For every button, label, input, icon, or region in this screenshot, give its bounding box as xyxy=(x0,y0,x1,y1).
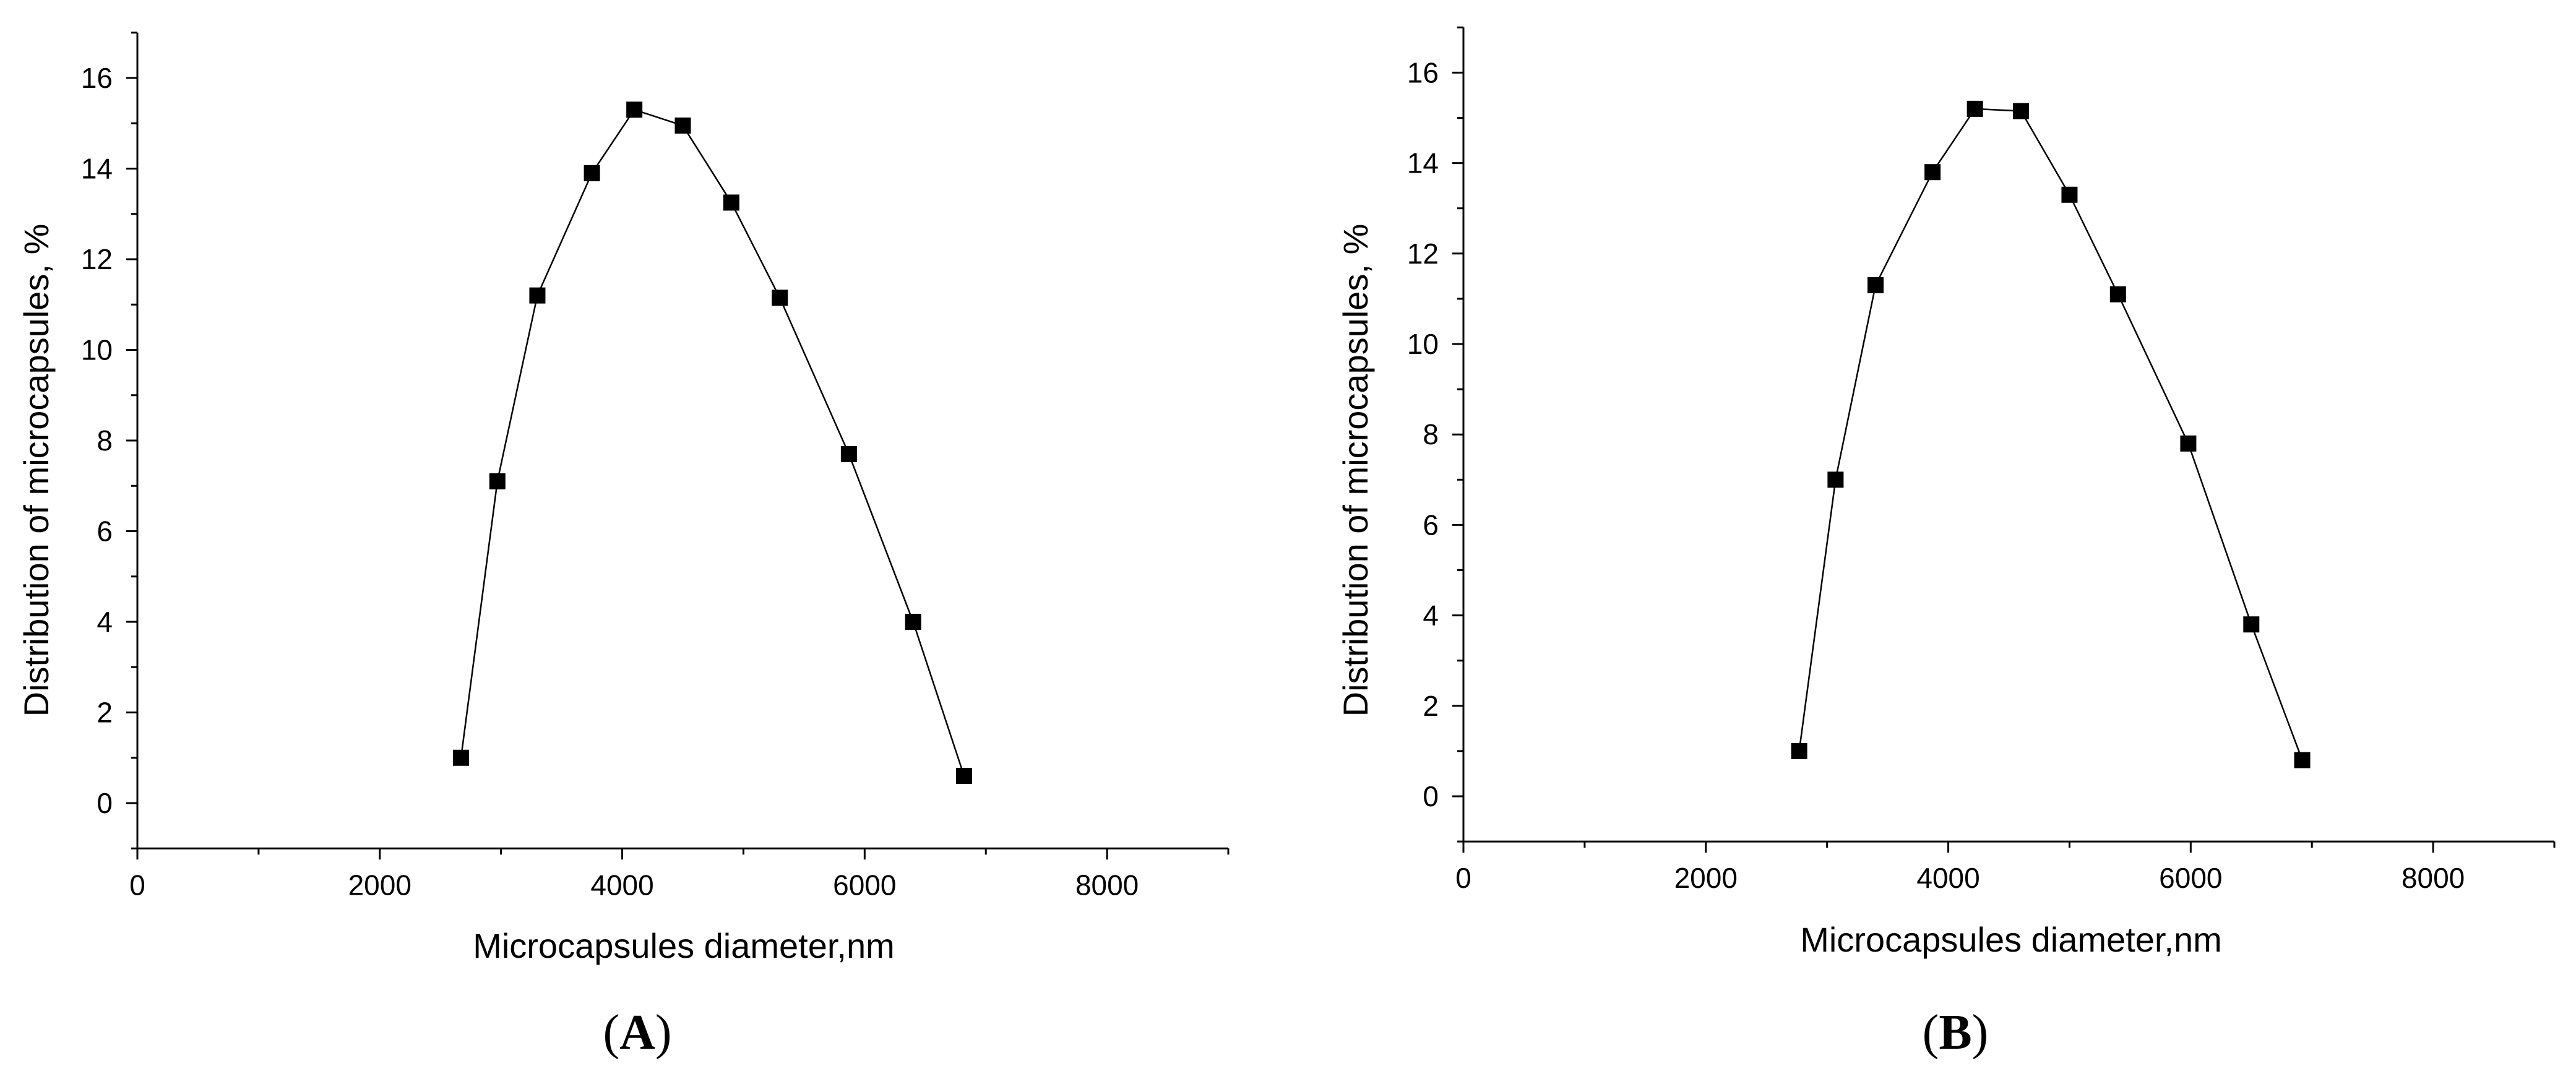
x-tick-label: 2000 xyxy=(348,869,411,901)
x-tick-label: 4000 xyxy=(590,869,653,901)
y-tick-label: 2 xyxy=(1423,690,1439,722)
panel-label: (A) xyxy=(603,1005,671,1060)
data-point-marker xyxy=(2180,435,2197,452)
y-tick-label: 4 xyxy=(1423,600,1439,632)
chart-panel-b: Microcapsules diameter,nm Distribution o… xyxy=(1336,26,2556,1060)
series-line xyxy=(1798,108,2303,760)
y-tick-label: 14 xyxy=(81,153,113,185)
y-tick-label: 6 xyxy=(97,515,113,548)
data-point-marker xyxy=(453,749,470,766)
series-line xyxy=(460,108,965,776)
y-tick-label: 16 xyxy=(1407,56,1439,88)
y-tick-label: 0 xyxy=(97,787,113,819)
y-tick-label: 12 xyxy=(1407,238,1439,270)
chart-panel-a: Microcapsules diameter,nm Distribution o… xyxy=(17,32,1230,1060)
data-point-marker xyxy=(2109,286,2126,303)
x-tick-label: 0 xyxy=(129,869,145,901)
data-point-marker xyxy=(905,614,921,630)
data-point-marker xyxy=(2061,186,2078,203)
data-point-marker xyxy=(2013,103,2030,119)
y-tick-label: 8 xyxy=(97,424,113,457)
data-point-marker xyxy=(1966,100,1983,117)
x-tick-label: 6000 xyxy=(2159,862,2222,894)
y-tick-label: 10 xyxy=(81,334,113,366)
data-point-marker xyxy=(772,290,788,306)
y-tick-label: 2 xyxy=(97,697,113,729)
panel-letter: A xyxy=(619,1005,655,1060)
data-point-marker xyxy=(723,194,739,211)
y-tick-label: 14 xyxy=(1407,147,1439,179)
data-point-marker xyxy=(1791,742,1807,759)
y-tick-label: 16 xyxy=(81,62,113,94)
data-point-marker xyxy=(840,445,857,462)
data-point-marker xyxy=(529,287,546,304)
y-tick-label: 12 xyxy=(81,243,113,275)
y-tick-label: 10 xyxy=(1407,328,1439,360)
y-tick-label: 6 xyxy=(1423,509,1439,541)
data-point-marker xyxy=(1867,277,1884,293)
data-point-marker xyxy=(2243,616,2260,633)
x-tick-label: 0 xyxy=(1455,862,1471,894)
x-axis-title: Microcapsules diameter,nm xyxy=(1800,920,2222,959)
data-point-marker xyxy=(1924,164,1941,181)
data-point-marker xyxy=(626,101,643,118)
y-tick-label: 4 xyxy=(97,606,113,638)
data-point-marker xyxy=(584,165,600,181)
data-point-marker xyxy=(1827,471,1844,488)
x-tick-label: 2000 xyxy=(1674,862,1738,894)
data-point-marker xyxy=(2294,752,2311,768)
data-point-marker xyxy=(955,768,972,785)
x-axis-title: Microcapsules diameter,nm xyxy=(473,926,895,965)
y-tick-label: 8 xyxy=(1423,418,1439,450)
panel-letter: B xyxy=(1939,1005,1971,1060)
y-tick-label: 0 xyxy=(1423,780,1439,812)
x-tick-label: 4000 xyxy=(1916,862,1979,894)
panel-label: (B) xyxy=(1923,1005,1989,1060)
y-axis-title: Distribution of microcapsules, % xyxy=(17,224,56,717)
x-tick-label: 6000 xyxy=(833,869,896,901)
data-point-marker xyxy=(674,117,691,134)
data-point-marker xyxy=(489,473,506,489)
x-tick-label: 8000 xyxy=(1075,869,1139,901)
x-tick-label: 8000 xyxy=(2402,862,2465,894)
y-axis-title: Distribution of microcapsules, % xyxy=(1336,224,1375,717)
